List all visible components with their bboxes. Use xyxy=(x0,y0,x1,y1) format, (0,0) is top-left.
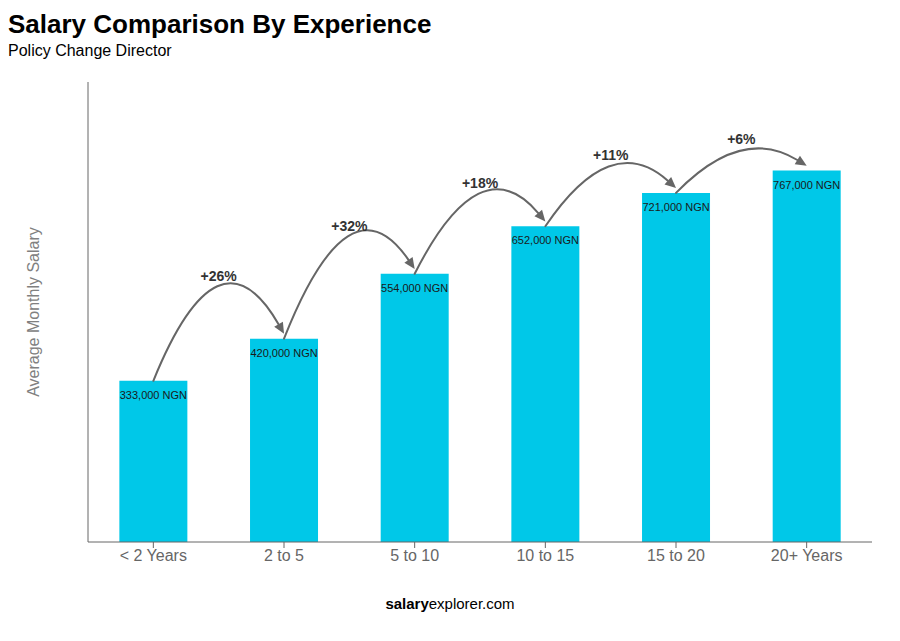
svg-text:+6%: +6% xyxy=(727,131,756,147)
html-text:Salary Comparison By Experienc: Salary Comparison By Experience xyxy=(8,9,432,39)
svg-text:< 2 Years: < 2 Years xyxy=(120,547,187,564)
svg-text:+32%: +32% xyxy=(331,218,368,234)
svg-text:+18%: +18% xyxy=(462,175,499,191)
svg-text:767,000 NGN: 767,000 NGN xyxy=(773,179,840,191)
svg-text:5 to 10: 5 to 10 xyxy=(390,547,439,564)
svg-text:333,000 NGN: 333,000 NGN xyxy=(120,389,187,401)
svg-text:10 to 15: 10 to 15 xyxy=(516,547,574,564)
svg-text:652,000 NGN: 652,000 NGN xyxy=(512,234,579,246)
html-text:Policy Change Director: Policy Change Director xyxy=(8,42,172,59)
svg-text:+11%: +11% xyxy=(593,147,629,163)
svg-text:15 to 20: 15 to 20 xyxy=(647,547,705,564)
svg-text:2 to 5: 2 to 5 xyxy=(264,547,304,564)
svg-text:20+ Years: 20+ Years xyxy=(771,547,843,564)
svg-text:420,000 NGN: 420,000 NGN xyxy=(250,347,317,359)
svg-text:+26%: +26% xyxy=(201,268,238,284)
svg-text:554,000 NGN: 554,000 NGN xyxy=(381,282,448,294)
svg-text:Average Monthly Salary: Average Monthly Salary xyxy=(25,227,42,397)
html-text:salary explorer.com: salary explorer.com xyxy=(385,595,515,612)
svg-text:721,000 NGN: 721,000 NGN xyxy=(642,201,709,213)
